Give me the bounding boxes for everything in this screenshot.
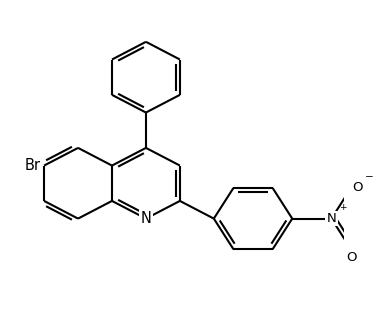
Text: N: N xyxy=(141,211,151,226)
Text: O: O xyxy=(346,251,356,264)
Text: O: O xyxy=(353,182,363,194)
Text: Br: Br xyxy=(25,158,41,173)
Text: +: + xyxy=(339,203,347,212)
Text: N: N xyxy=(326,212,336,225)
Text: −: − xyxy=(365,172,373,182)
